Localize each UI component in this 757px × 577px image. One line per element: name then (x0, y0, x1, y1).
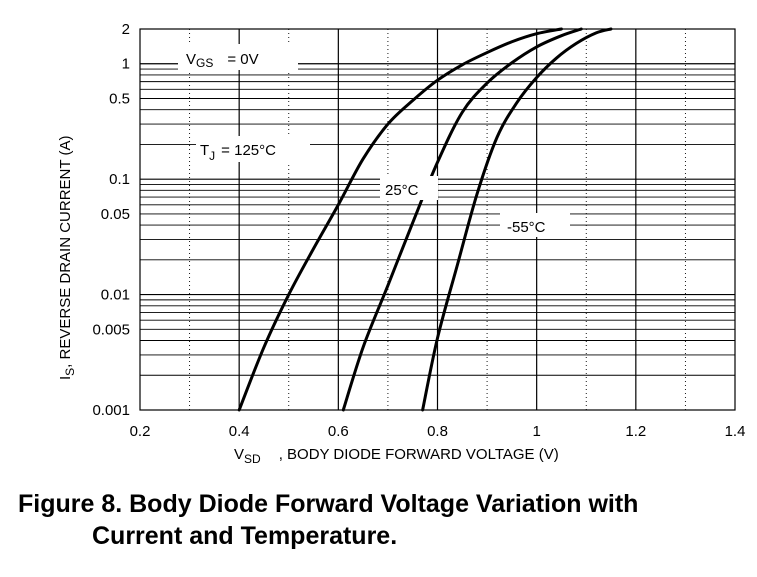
series-line-125c (237, 27, 563, 412)
y-tick-labels: 0.001 0.005 0.01 0.05 0.1 0.5 1 2 (92, 21, 130, 419)
caption-line-1: Figure 8. Body Diode Forward Voltage Var… (18, 490, 639, 518)
series-line-25c (341, 27, 583, 412)
x-tick-labels: 0.2 0.4 0.6 0.8 1 1.2 1.4 (130, 423, 746, 440)
y-tick-label: 0.005 (92, 321, 130, 338)
series-label-25: 25°C (385, 182, 419, 199)
x-tick-label: 0.8 (427, 423, 448, 440)
x-axis-label-sub: SD (244, 452, 261, 466)
series-label-minus55: -55°C (507, 219, 546, 236)
series-label-minus55-bg (500, 213, 570, 237)
series-label-25-bg (380, 176, 438, 200)
y-axis-label: IS, REVERSE DRAIN CURRENT (A) (57, 136, 77, 380)
x-tick-label: 0.2 (130, 423, 151, 440)
y-tick-label: 1 (122, 56, 130, 73)
figure-caption: Figure 8. Body Diode Forward Voltage Var… (18, 488, 748, 552)
y-tick-label: 0.001 (92, 402, 130, 419)
series-curves (237, 27, 613, 412)
series-line-minus55c (421, 27, 613, 412)
annotation-tj-sub: J (209, 149, 215, 163)
grid (140, 29, 735, 410)
y-axis-label-sub: S (63, 368, 77, 376)
chart: 0.001 0.005 0.01 0.05 0.1 0.5 1 2 0.2 0.4 0.6 0.8 1… (57, 21, 746, 466)
x-tick-label: 1 (532, 423, 540, 440)
annotation-tj-bg (196, 136, 310, 162)
y-tick-label: 0.5 (109, 90, 130, 107)
x-tick-label: 1.2 (625, 423, 646, 440)
annotation-vgs-bg (178, 44, 298, 70)
caption-line-2: Current and Temperature. (92, 522, 398, 550)
x-axis-label: VSD, BODY DIODE FORWARD VOLTAGE (V) (234, 446, 559, 466)
x-tick-label: 1.4 (725, 423, 746, 440)
x-tick-label: 0.4 (229, 423, 250, 440)
y-tick-label: 2 (122, 21, 130, 38)
y-tick-label: 0.05 (101, 206, 130, 223)
annotation-vgs-sub: GS (196, 56, 213, 70)
x-tick-label: 0.6 (328, 423, 349, 440)
y-tick-label: 0.1 (109, 171, 130, 188)
y-tick-label: 0.01 (101, 287, 130, 304)
annotation-vgs: VGS = 0V (186, 51, 259, 70)
annotation-tj: TJ = 125°C (200, 142, 276, 163)
